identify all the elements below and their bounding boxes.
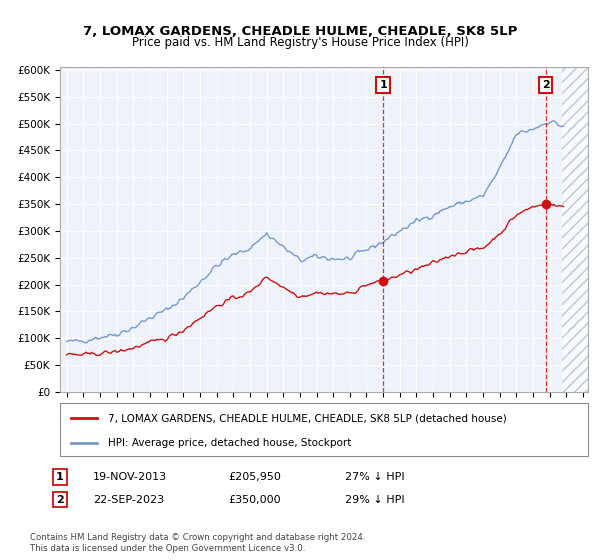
Text: 7, LOMAX GARDENS, CHEADLE HULME, CHEADLE, SK8 5LP: 7, LOMAX GARDENS, CHEADLE HULME, CHEADLE… (83, 25, 517, 38)
Text: 7, LOMAX GARDENS, CHEADLE HULME, CHEADLE, SK8 5LP (detached house): 7, LOMAX GARDENS, CHEADLE HULME, CHEADLE… (107, 413, 506, 423)
Bar (562, 67, 592, 392)
Text: 19-NOV-2013: 19-NOV-2013 (93, 472, 167, 482)
Text: 1: 1 (379, 80, 387, 90)
Text: 2: 2 (56, 494, 64, 505)
Text: £350,000: £350,000 (228, 494, 281, 505)
Text: 27% ↓ HPI: 27% ↓ HPI (345, 472, 404, 482)
Text: 29% ↓ HPI: 29% ↓ HPI (345, 494, 404, 505)
Text: 1: 1 (56, 472, 64, 482)
Text: 2: 2 (542, 80, 550, 90)
Text: HPI: Average price, detached house, Stockport: HPI: Average price, detached house, Stoc… (107, 438, 351, 448)
Text: 22-SEP-2023: 22-SEP-2023 (93, 494, 164, 505)
Text: Contains HM Land Registry data © Crown copyright and database right 2024.
This d: Contains HM Land Registry data © Crown c… (30, 533, 365, 553)
Bar (562, 67, 592, 392)
Text: Price paid vs. HM Land Registry's House Price Index (HPI): Price paid vs. HM Land Registry's House … (131, 36, 469, 49)
FancyBboxPatch shape (60, 403, 588, 456)
Text: £205,950: £205,950 (228, 472, 281, 482)
